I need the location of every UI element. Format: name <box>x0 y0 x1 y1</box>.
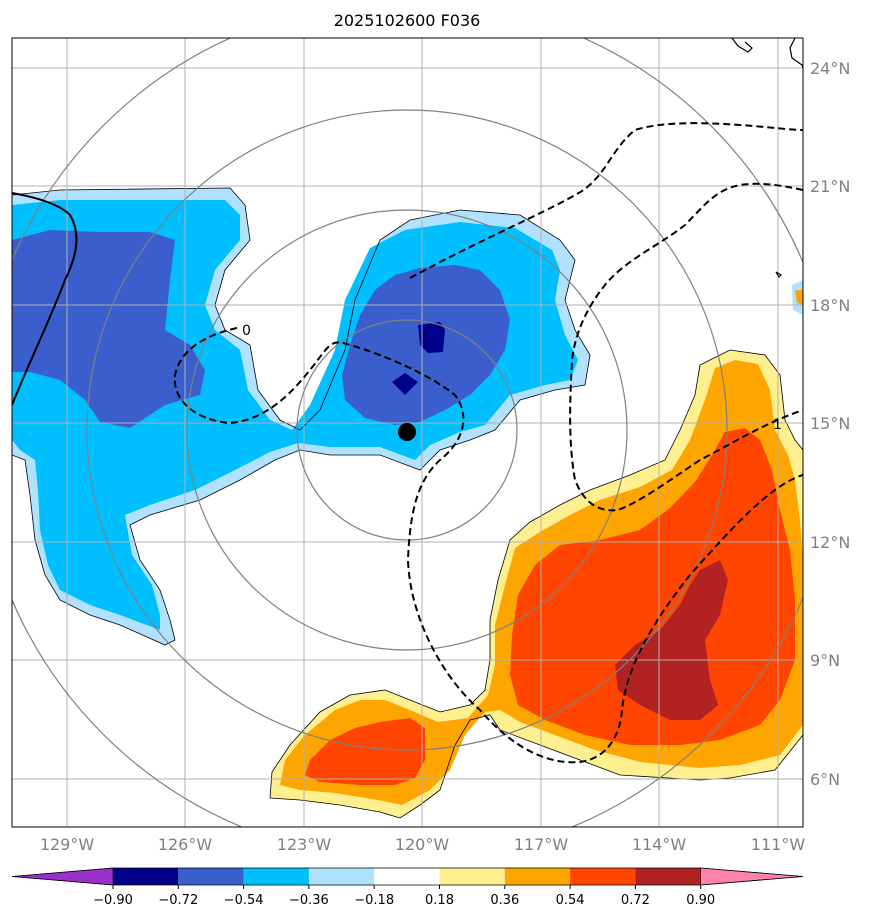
colorbar-tick-label: 0.54 <box>556 893 585 908</box>
colorbar-tick-label: −0.18 <box>354 893 394 908</box>
plot-title: 2025102600 F036 <box>334 11 481 30</box>
lon-label: 123°W <box>277 835 332 854</box>
colorbar-segment <box>243 868 309 885</box>
lat-label: 18°N <box>810 296 850 315</box>
colorbar-tick-label: 0.90 <box>686 893 715 908</box>
colorbar-extend-low <box>11 867 114 886</box>
lon-label: 114°W <box>632 835 687 854</box>
coastline <box>731 38 803 278</box>
colorbar-tick-label: 0.18 <box>425 893 454 908</box>
lat-label: 12°N <box>810 533 850 552</box>
lat-label: 6°N <box>810 770 840 789</box>
map-border <box>11 37 804 828</box>
zero-contour-outlines <box>12 187 803 819</box>
contour-label-zero: 0 <box>242 323 251 339</box>
graticule <box>12 38 803 827</box>
colorbar-segment <box>178 868 244 885</box>
lat-label: 24°N <box>810 59 850 78</box>
colorbar-segment <box>570 868 636 885</box>
range-rings <box>12 38 803 827</box>
colorbar-extend-high <box>700 867 804 886</box>
colorbar-tick-label: 0.36 <box>490 893 519 908</box>
colorbar-tick-label: 0.72 <box>621 893 650 908</box>
lon-label: 111°W <box>751 835 806 854</box>
dashed-contours <box>173 122 803 764</box>
colorbar-segment <box>113 868 179 885</box>
lon-label: 117°W <box>514 835 569 854</box>
positive-anomaly-field <box>270 350 803 818</box>
colorbar-segment <box>635 868 701 885</box>
colorbar-tick-label: −0.36 <box>289 893 329 908</box>
lon-label: 120°W <box>395 835 450 854</box>
colorbar-segment <box>374 868 440 885</box>
lon-label: 129°W <box>40 835 95 854</box>
contour-label-one: 1 <box>773 417 782 433</box>
colorbar-tick-label: −0.72 <box>158 893 198 908</box>
colorbar-segment <box>308 868 375 885</box>
lon-label: 126°W <box>158 835 213 854</box>
latitude-labels: 24°N 21°N 18°N 15°N 12°N 9°N 6°N <box>810 59 850 789</box>
solid-contour-line <box>12 192 78 406</box>
colorbar-tick-label: −0.90 <box>93 893 133 908</box>
lat-label: 21°N <box>810 177 850 196</box>
longitude-labels: 129°W 126°W 123°W 120°W 117°W 114°W 111°… <box>40 835 806 854</box>
colorbar: −0.90 −0.72 −0.54 −0.36 −0.18 0.18 0.36 0.54 0.7… <box>11 867 804 908</box>
colorbar-tick-label: −0.54 <box>224 893 264 908</box>
lat-label: 9°N <box>810 651 840 670</box>
colorbar-segment <box>504 868 571 885</box>
storm-center-marker <box>398 423 416 441</box>
colorbar-segment <box>439 868 505 885</box>
map-panel: 0 1 <box>12 38 803 827</box>
lat-label: 15°N <box>810 414 850 433</box>
